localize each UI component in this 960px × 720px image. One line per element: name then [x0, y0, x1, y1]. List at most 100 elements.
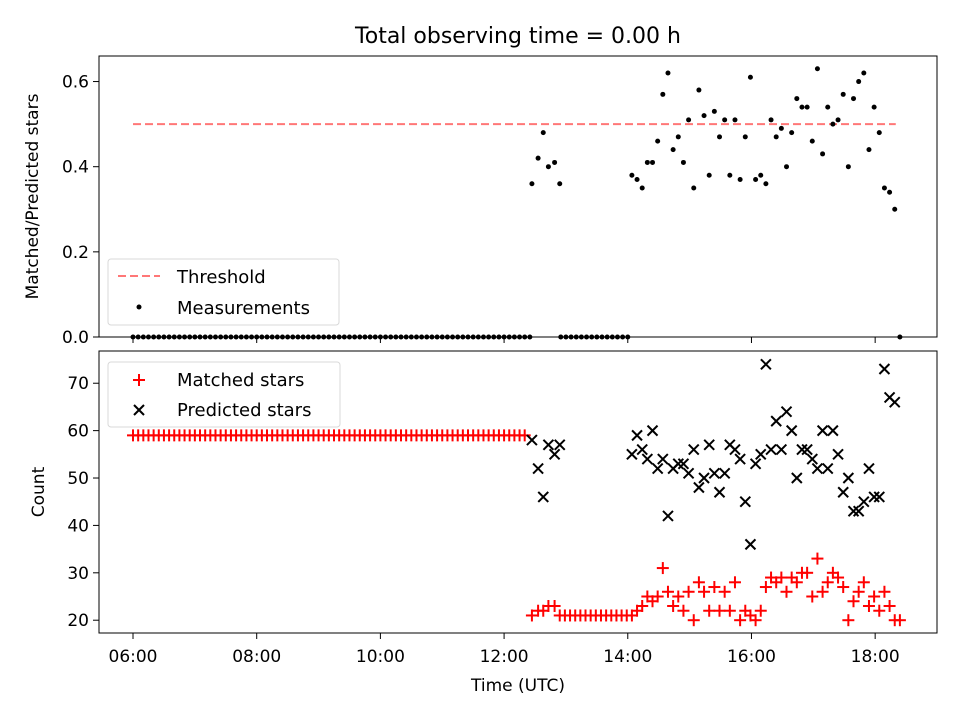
bottom-legend-box: [107, 361, 341, 428]
x-axis-label: Time (UTC): [470, 676, 565, 696]
predicted-star-point: [662, 510, 674, 522]
measurement-point: [670, 147, 676, 153]
predicted-star-point: [837, 486, 849, 498]
bottom-ytick-label: 40: [67, 516, 89, 536]
matched-star-point: [868, 590, 881, 603]
x-tick-label: 08:00: [232, 647, 281, 667]
matched-star-point: [687, 614, 700, 627]
measurement-point: [881, 185, 887, 191]
legend-threshold-label: Threshold: [176, 267, 266, 288]
bottom-ytick-label: 60: [67, 422, 89, 442]
measurement-point: [840, 91, 846, 97]
predicted-star-point: [785, 424, 798, 437]
measurement-point: [557, 181, 563, 187]
matched-star-point: [708, 581, 721, 594]
bottom-axes-frame: [98, 350, 938, 634]
predicted-star-point: [729, 443, 741, 456]
predicted-star-point: [703, 439, 715, 451]
matched-star-point: [525, 609, 538, 622]
matched-star-point: [780, 585, 793, 598]
predicted-star-point: [842, 472, 855, 484]
predicted-star-point: [548, 448, 561, 461]
matched-star-point: [656, 562, 669, 575]
measurement-point: [778, 125, 784, 131]
x-tick-label: 06:00: [109, 647, 158, 667]
measurement-point: [629, 172, 635, 178]
measurement-point: [866, 147, 872, 153]
matched-star-point: [667, 599, 680, 612]
bottom-ytick-label: 50: [67, 469, 89, 489]
top-ytick-label: 0.0: [62, 328, 89, 348]
measurement-point: [727, 172, 733, 178]
legend-matched-label: Matched stars: [177, 370, 304, 391]
matched-star-point: [677, 604, 690, 617]
top-panel: 0.0 0.2 0.4 0.6 Matched/Predicted stars Thr…: [23, 55, 938, 348]
bottom-ylabel: Count: [29, 466, 49, 517]
legend-measurements-label: Measurements: [177, 298, 310, 319]
predicted-star-point: [693, 481, 705, 494]
matched-star-point: [698, 585, 711, 598]
measurement-point: [742, 134, 748, 140]
matched-star-point: [692, 576, 705, 589]
measurement-point: [814, 66, 820, 72]
matched-star-point: [718, 585, 731, 598]
measurement-point: [835, 117, 841, 123]
predicted-star-point: [542, 439, 555, 451]
measurement-point: [701, 113, 707, 119]
bottom-ytick-label: 20: [67, 611, 89, 631]
predicted-star-point: [657, 453, 669, 465]
matched-star-point: [857, 576, 870, 589]
measurement-point: [758, 172, 764, 178]
predicted-star-point: [718, 467, 731, 479]
bottom-legend: Matched stars Predicted stars: [107, 361, 341, 428]
x-tick-label: 12:00: [480, 647, 529, 667]
measurement-point: [686, 117, 692, 123]
measurement-point: [830, 121, 836, 127]
predicted-star-point: [651, 462, 664, 475]
predicted-star-point: [739, 496, 751, 508]
predicted-star-point: [863, 462, 875, 475]
legend-predicted-label: Predicted stars: [177, 400, 311, 421]
top-ytick-label: 0.6: [62, 73, 89, 93]
measurement-point: [545, 164, 551, 170]
matched-star-point: [862, 599, 875, 612]
measurement-point: [665, 70, 671, 76]
matched-star-point: [749, 614, 762, 627]
predicted-star-point: [677, 458, 690, 470]
predicted-star-point: [780, 405, 793, 418]
measurement-point: [650, 159, 656, 165]
matched-star-point: [837, 581, 850, 594]
predicted-star-point: [749, 458, 762, 470]
predicted-star-point: [672, 458, 684, 470]
measurement-point: [540, 130, 546, 136]
predicted-star-point: [734, 453, 746, 465]
predicted-star-point: [765, 443, 777, 456]
matched-star-point: [847, 595, 860, 608]
predicted-star-point: [801, 443, 813, 456]
top-ylabel: Matched/Predicted stars: [23, 93, 43, 299]
measurement-point: [809, 138, 815, 144]
chart-title: Total observing time = 0.00 h: [354, 24, 681, 49]
measurement-point: [876, 130, 882, 136]
legend-matched-swatch: [133, 374, 145, 386]
matched-star-point: [723, 604, 736, 617]
legend-predicted-swatch: [133, 404, 145, 416]
matched-star-point: [728, 576, 741, 589]
measurement-point: [789, 130, 795, 136]
predicted-star-point: [791, 472, 803, 484]
x-tick-label: 18:00: [851, 647, 900, 667]
top-ytick-label: 0.4: [62, 158, 89, 178]
matched-star-point: [790, 576, 803, 589]
matched-star-point: [821, 576, 834, 589]
measurement-point: [655, 138, 661, 144]
measurement-point: [529, 181, 535, 187]
predicted-star-point: [852, 505, 865, 517]
measurement-point: [737, 176, 743, 182]
matched-star-point: [651, 590, 664, 603]
matched-star-point: [672, 590, 685, 603]
matched-star-point: [806, 590, 819, 603]
predicted-star-point: [832, 448, 844, 461]
measurement-point: [753, 176, 759, 182]
measurement-point: [535, 155, 541, 161]
measurement-point: [861, 70, 867, 76]
